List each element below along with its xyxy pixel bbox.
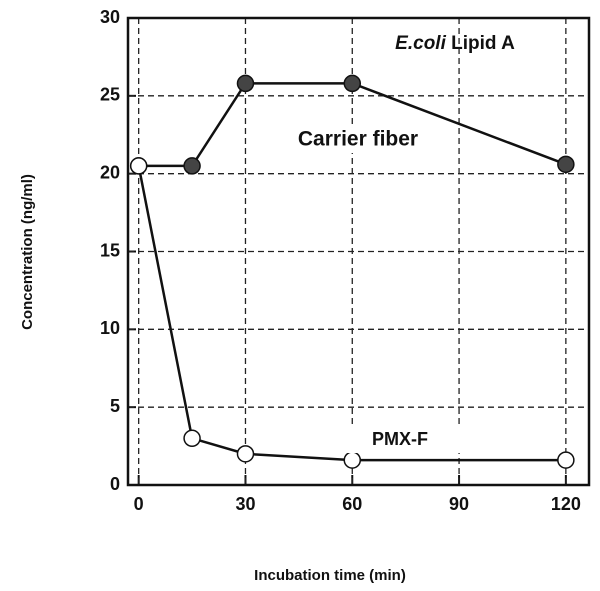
data-point: [343, 451, 362, 469]
data-point: [557, 451, 575, 469]
annotation-italic: E.coli: [395, 33, 446, 54]
data-point: [183, 157, 201, 175]
series-label: PMX-F: [372, 429, 428, 449]
y-tick-label: 30: [100, 7, 120, 27]
x-axis-label: Incubation time (min): [254, 567, 406, 584]
annotation-text: Lipid A: [451, 33, 515, 54]
data-point: [236, 74, 255, 93]
data-point: [343, 74, 362, 93]
plot-frame: [126, 16, 591, 487]
series-label: Carrier fiber: [298, 128, 418, 151]
data-point: [236, 445, 255, 463]
y-tick-label: 5: [110, 396, 120, 416]
x-tick-label: 60: [342, 494, 362, 514]
y-tick-label: 10: [100, 318, 120, 338]
y-tick-label: 20: [100, 162, 120, 182]
y-tick-label: 25: [100, 85, 120, 105]
x-tick-label: 90: [449, 494, 469, 514]
annotation: E.coli Lipid A: [395, 33, 515, 54]
series-label-bg: [298, 127, 418, 153]
y-tick-label: 15: [100, 240, 120, 260]
y-tick-label: 0: [110, 474, 120, 494]
series-label-bg: [340, 427, 460, 453]
x-tick-label: 0: [134, 494, 144, 514]
data-point: [557, 155, 575, 174]
y-axis-label: Concentration (ng/ml): [19, 174, 36, 330]
x-tick-label: 30: [235, 494, 255, 514]
data-point: [129, 157, 148, 175]
x-tick-label: 120: [551, 494, 581, 514]
data-point: [183, 429, 201, 448]
